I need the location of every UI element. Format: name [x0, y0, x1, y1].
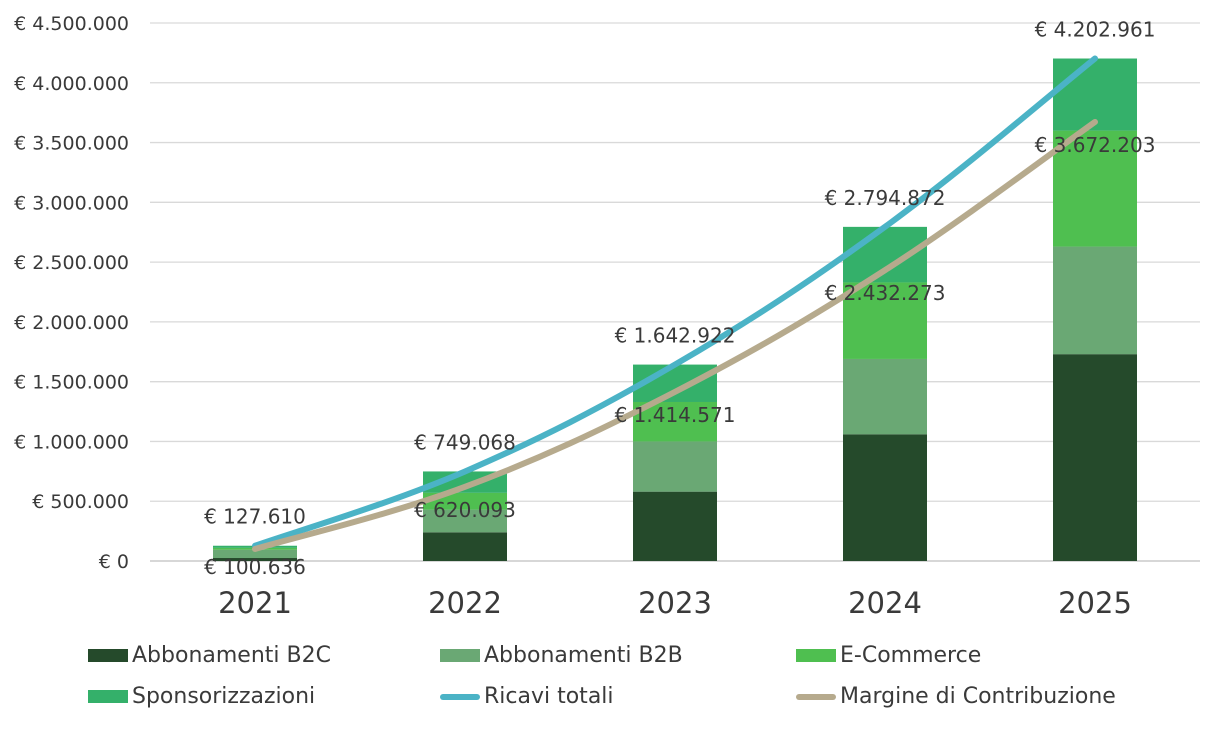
- bar-segment: [423, 509, 507, 533]
- y-tick-label: € 500.000: [32, 491, 129, 513]
- y-tick-label: € 2.000.000: [14, 312, 129, 334]
- y-tick-label: € 4.000.000: [14, 73, 129, 95]
- bar-segment: [1053, 246, 1137, 355]
- y-tick-label: € 3.500.000: [14, 133, 129, 155]
- series-line: [252, 118, 1098, 552]
- data-label: € 127.610: [204, 505, 306, 529]
- data-label: € 2.432.273: [825, 281, 946, 305]
- series-line: [252, 55, 1098, 549]
- bar-segment: [843, 226, 927, 283]
- bar-segment: [1053, 130, 1137, 247]
- x-tick-label: 2023: [638, 586, 712, 620]
- bar-segment: [1053, 58, 1137, 131]
- bar-segment: [213, 549, 297, 559]
- x-tick-label: 2024: [848, 586, 922, 620]
- data-label: € 2.794.872: [825, 186, 946, 210]
- y-tick-label: € 1.500.000: [14, 372, 129, 394]
- bar-segment: [843, 282, 927, 359]
- bar-segment: [633, 491, 717, 561]
- y-tick-label: € 2.500.000: [14, 252, 129, 274]
- data-label: € 620.093: [414, 498, 516, 522]
- bar-segment: [213, 558, 297, 561]
- x-tick-label: 2022: [428, 586, 502, 620]
- data-label: € 100.636: [204, 555, 306, 579]
- data-label: € 749.068: [414, 430, 516, 454]
- bar-segment: [843, 358, 927, 435]
- data-label: € 4.202.961: [1035, 18, 1156, 42]
- y-tick-label: € 3.000.000: [14, 192, 129, 214]
- y-tick-label: € 1.000.000: [14, 431, 129, 453]
- data-label: € 3.672.203: [1035, 133, 1156, 157]
- data-label: € 1.642.922: [615, 324, 736, 348]
- data-label: € 1.414.571: [615, 403, 736, 427]
- bar-segment: [1053, 354, 1137, 561]
- x-tick-label: 2021: [218, 586, 292, 620]
- y-tick-label: € 0: [99, 551, 129, 573]
- x-tick-label: 2025: [1058, 586, 1132, 620]
- bar-segment: [843, 434, 927, 561]
- bar-segment: [633, 441, 717, 492]
- bar-segment: [423, 532, 507, 561]
- y-tick-label: € 4.500.000: [14, 13, 129, 35]
